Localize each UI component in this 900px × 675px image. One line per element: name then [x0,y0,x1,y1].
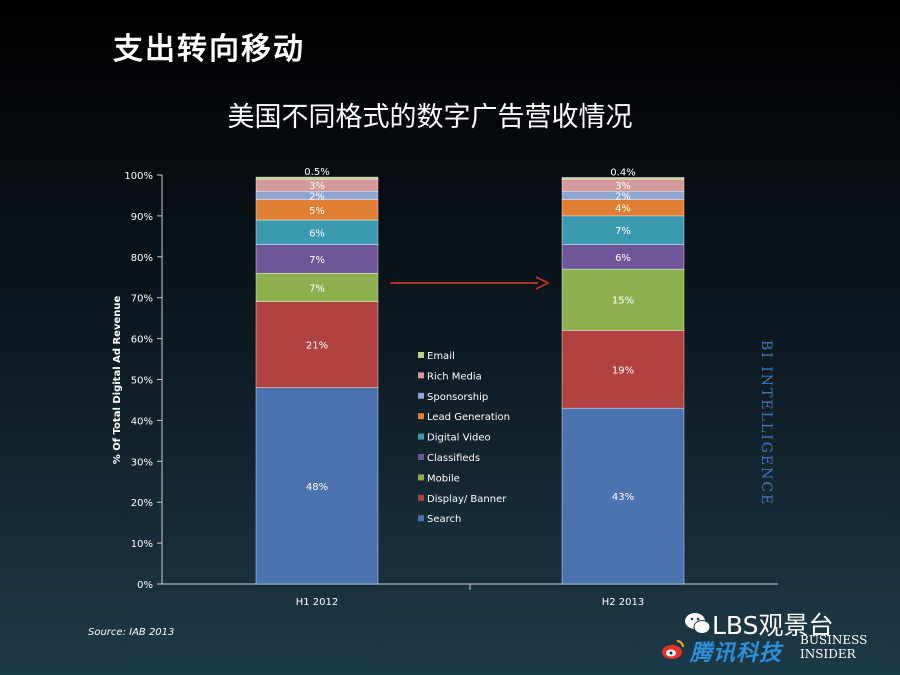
bi-logo-line2: INSIDER [800,647,856,661]
legend-label-email: Email [427,351,455,362]
wechat-icon [685,613,711,634]
y-tick-label: 10% [131,539,153,550]
business-insider-logo: BUSINESS INSIDER [800,633,880,661]
bar-segment-email [561,177,685,180]
data-label-lead-generation: 5% [309,206,325,217]
y-tick-label: 50% [131,376,153,387]
legend-swatch-classifieds [418,454,424,460]
source-note: Source: IAB 2013 [88,627,175,638]
legend-swatch-email [418,352,424,358]
legend-label-search: Search [427,514,461,525]
legend-label-digital-video: Digital Video [427,433,491,444]
bar-segment-digital-video [561,215,685,245]
legend-swatch-digital-video [418,433,424,440]
y-axis-label: % Of Total Digital Ad Revenue [112,296,123,465]
data-label-classifieds: 7% [309,255,325,266]
chart-title: 美国不同格式的数字广告营收情况 [227,102,633,133]
x-tick-label: H1 2012 [296,597,339,608]
bar-segment-mobile [561,268,685,331]
data-label-display-banner: 19% [612,365,634,376]
slide-title: 支出转向移动 [113,32,305,67]
data-label-email: 0.5% [304,167,329,178]
bar-segment-display-banner [561,330,685,409]
y-tick-label: 20% [131,498,153,509]
y-tick-label: 0% [137,580,153,591]
bar-segment-classifieds [255,244,379,274]
legend-swatch-search [418,515,424,522]
bar-segment-email [255,176,379,180]
y-tick-label: 90% [131,212,153,223]
data-label-digital-video: 6% [309,228,325,239]
bar-segment-display-banner [255,301,379,388]
legend-swatch-rich-media [418,372,424,379]
data-label-mobile: 7% [309,283,325,294]
y-tick-label: 70% [131,294,153,305]
y-tick-label: 80% [131,253,153,264]
y-tick-label: 30% [131,457,153,468]
data-label-search: 48% [306,482,328,493]
watermark-text: LBS观景台 [712,611,834,640]
weibo-icon [662,640,684,659]
x-tick-label: H2 2013 [602,597,645,608]
legend-label-rich-media: Rich Media [427,371,482,382]
legend-label-mobile: Mobile [427,473,460,484]
bar-segment-classifieds [561,244,685,270]
data-label-rich-media: 3% [309,181,325,192]
bar-segment-search [255,387,379,585]
data-label-search: 43% [612,492,634,503]
data-label-rich-media: 3% [615,181,631,192]
trend-arrow-head [535,276,551,290]
data-label-sponsorship: 2% [615,191,631,202]
bar-segment-search [561,407,685,585]
tencent-tech-logo: 腾讯科技 [690,641,783,666]
legend-swatch-display-banner [418,494,424,501]
data-label-display-banner: 21% [306,341,328,352]
data-label-email: 0.4% [610,167,635,178]
data-label-mobile: 15% [612,296,634,307]
data-label-sponsorship: 2% [309,191,325,202]
bi-intelligence-brand: BI INTELLIGENCE [758,340,774,507]
y-tick-label: 60% [131,335,153,346]
legend-swatch-lead-generation [418,413,424,420]
legend-label-display-banner: Display/ Banner [427,494,507,505]
legend-swatch-mobile [418,474,424,481]
legend-label-lead-generation: Lead Generation [427,412,510,423]
data-label-digital-video: 7% [615,226,631,237]
data-label-lead-generation: 4% [615,204,631,215]
legend-swatch-sponsorship [418,392,424,399]
bar-segment-mobile [255,272,379,302]
data-label-classifieds: 6% [615,253,631,264]
bi-logo-line1: BUSINESS [800,633,868,647]
y-tick-label: 100% [124,171,153,182]
y-tick-label: 40% [131,416,153,427]
bar-segment-digital-video [255,219,379,245]
legend-label-classifieds: Classifieds [427,453,480,464]
legend-label-sponsorship: Sponsorship [427,392,488,403]
